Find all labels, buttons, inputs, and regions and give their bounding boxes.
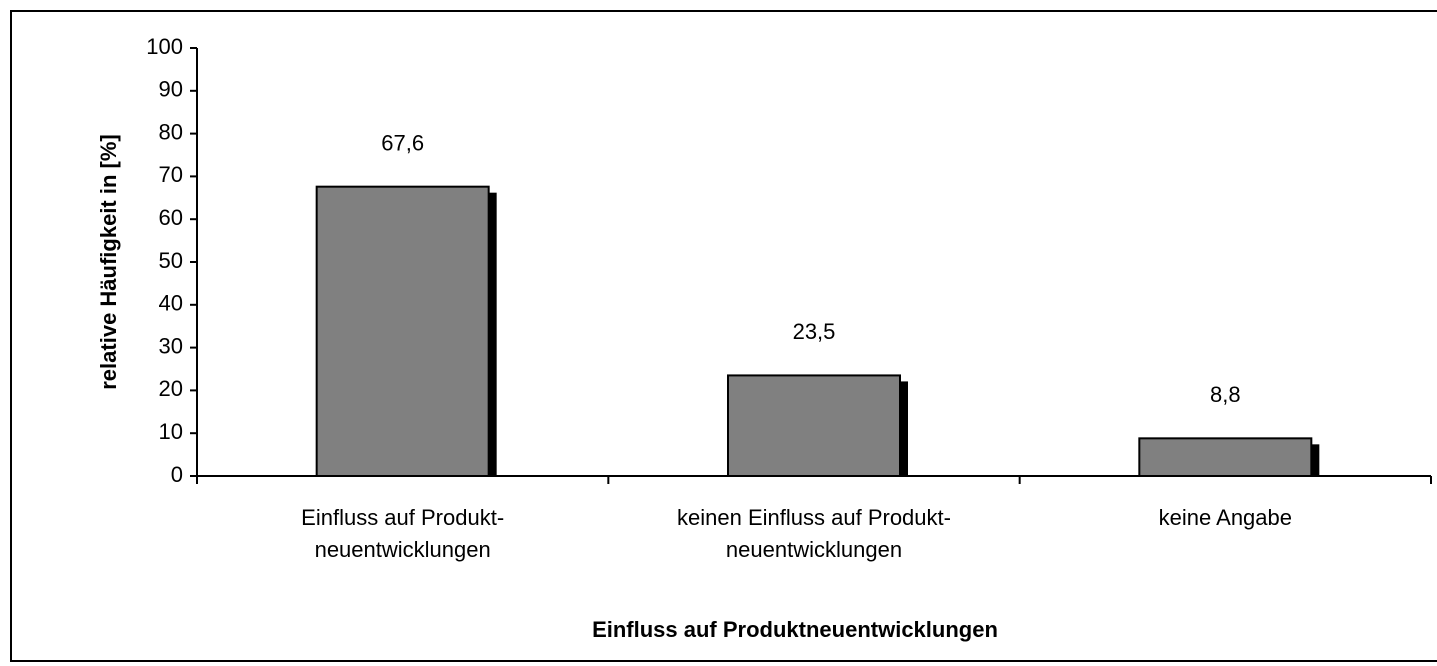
x-tick-label: Einfluss auf Produkt- neuentwicklungen (301, 505, 505, 562)
y-tick-label: 50 (159, 248, 183, 273)
x-tick-label: keinen Einfluss auf Produkt- neuentwickl… (677, 505, 951, 562)
value-label: 67,6 (381, 130, 424, 155)
y-tick-label: 60 (159, 205, 183, 230)
value-label: 8,8 (1210, 382, 1241, 407)
y-tick-label: 0 (171, 462, 183, 487)
y-tick-label: 40 (159, 291, 183, 316)
y-tick-label: 100 (146, 34, 183, 59)
bar (727, 374, 901, 478)
value-label: 23,5 (793, 319, 836, 344)
y-tick-label: 10 (159, 419, 183, 444)
x-tick-label: keine Angabe (1158, 505, 1292, 530)
y-tick-label: 30 (159, 333, 183, 358)
y-tick-label: 20 (159, 376, 183, 401)
bar (315, 185, 490, 477)
y-tick-label: 80 (159, 119, 183, 144)
y-tick-label: 70 (159, 162, 183, 187)
y-axis-title: relative Häufigkeit in [%] (96, 134, 121, 390)
frame (10, 10, 1437, 662)
bar (1138, 437, 1313, 477)
y-tick-label: 90 (159, 77, 183, 102)
x-axis-title: Einfluss auf Produktneuentwicklungen (592, 617, 998, 642)
